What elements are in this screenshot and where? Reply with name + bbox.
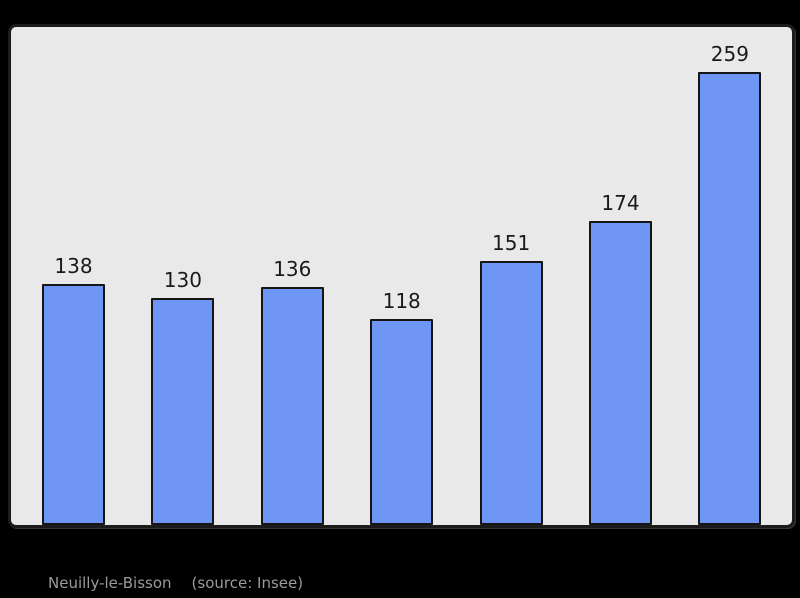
bar-value-label: 118 [382, 288, 421, 313]
bar-value-label: 138 [54, 253, 93, 278]
bar [151, 297, 215, 525]
bar-value-label: 136 [273, 257, 312, 282]
bar-value-label: 130 [163, 267, 202, 292]
bar [370, 318, 434, 525]
bar-value-label: 174 [601, 190, 640, 215]
bar-value-label: 259 [710, 42, 749, 67]
population-chart-panel: 138 130 136 118 151 174 259 [8, 24, 795, 528]
caption-commune-name: Neuilly-le-Bisson [48, 574, 172, 592]
plot-area: 138 130 136 118 151 174 259 [11, 27, 792, 525]
bar [589, 220, 652, 525]
bar-value-label: 151 [492, 231, 531, 256]
caption-source: (source: Insee) [191, 574, 304, 592]
chart-caption: Neuilly-le-Bisson (source: Insee) [48, 574, 303, 592]
bar [42, 283, 105, 525]
bar [479, 261, 543, 525]
bar [698, 72, 762, 525]
bar [260, 287, 324, 525]
